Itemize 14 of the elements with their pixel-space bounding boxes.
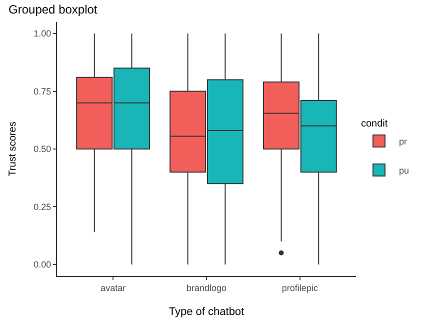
- x-tick-label: brandlogo: [186, 282, 227, 293]
- y-axis-title: Trust scores: [8, 122, 19, 176]
- x-tick-label: avatar: [100, 282, 126, 293]
- legend-title: condit: [360, 118, 388, 130]
- y-tick-label: 1.00: [34, 28, 52, 39]
- y-tick-label: 0.50: [34, 144, 52, 154]
- y-tick-label: 0.25: [34, 202, 52, 212]
- y-tick-label: 0.00: [34, 260, 52, 270]
- x-tick-label: profilepic: [282, 282, 318, 293]
- y-tick-label: 0.75: [34, 86, 52, 96]
- legend-label: pu: [398, 166, 410, 176]
- x-axis-title: Type of chatbot: [168, 306, 244, 318]
- legend-label: pr: [398, 136, 408, 147]
- chart-title: Grouped boxplot: [8, 2, 98, 16]
